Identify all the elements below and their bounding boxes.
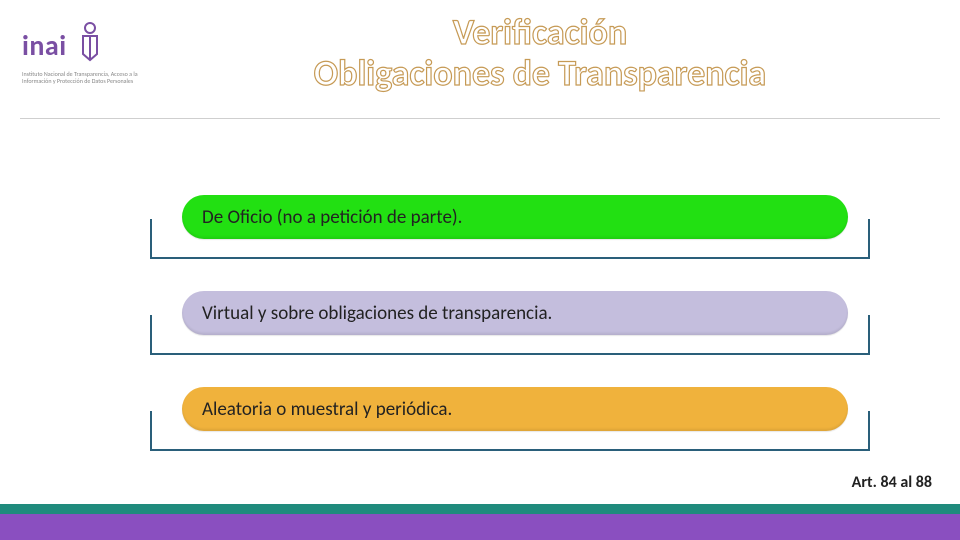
list-item: De Oficio (no a petición de parte). (150, 195, 870, 245)
footer-bar-teal (0, 504, 960, 514)
item-pill-2: Virtual y sobre obligaciones de transpar… (182, 291, 848, 335)
items-list: De Oficio (no a petición de parte). Virt… (150, 195, 870, 483)
logo-icon (73, 22, 107, 69)
item-label: De Oficio (no a petición de parte). (202, 206, 462, 229)
item-label: Aleatoria o muestral y periódica. (202, 398, 452, 421)
list-item: Aleatoria o muestral y periódica. (150, 387, 870, 437)
item-label: Virtual y sobre obligaciones de transpar… (202, 302, 552, 325)
page-title: Verificación Obligaciones de Transparenc… (200, 12, 880, 95)
logo-text: inai (22, 28, 67, 63)
footer-bar-purple (0, 514, 960, 540)
logo-subtitle: Instituto Nacional de Transparencia, Acc… (22, 71, 162, 84)
logo: inai Instituto Nacional de Transparencia… (22, 22, 162, 84)
title-line2: Obligaciones de Transparencia (314, 51, 766, 95)
footer-reference: Art. 84 al 88 (852, 473, 932, 492)
title-line1: Verificación (453, 10, 627, 54)
item-pill-3: Aleatoria o muestral y periódica. (182, 387, 848, 431)
divider (20, 118, 940, 119)
slide: inai Instituto Nacional de Transparencia… (0, 0, 960, 540)
logo-row: inai (22, 22, 162, 69)
item-pill-1: De Oficio (no a petición de parte). (182, 195, 848, 239)
list-item: Virtual y sobre obligaciones de transpar… (150, 291, 870, 341)
